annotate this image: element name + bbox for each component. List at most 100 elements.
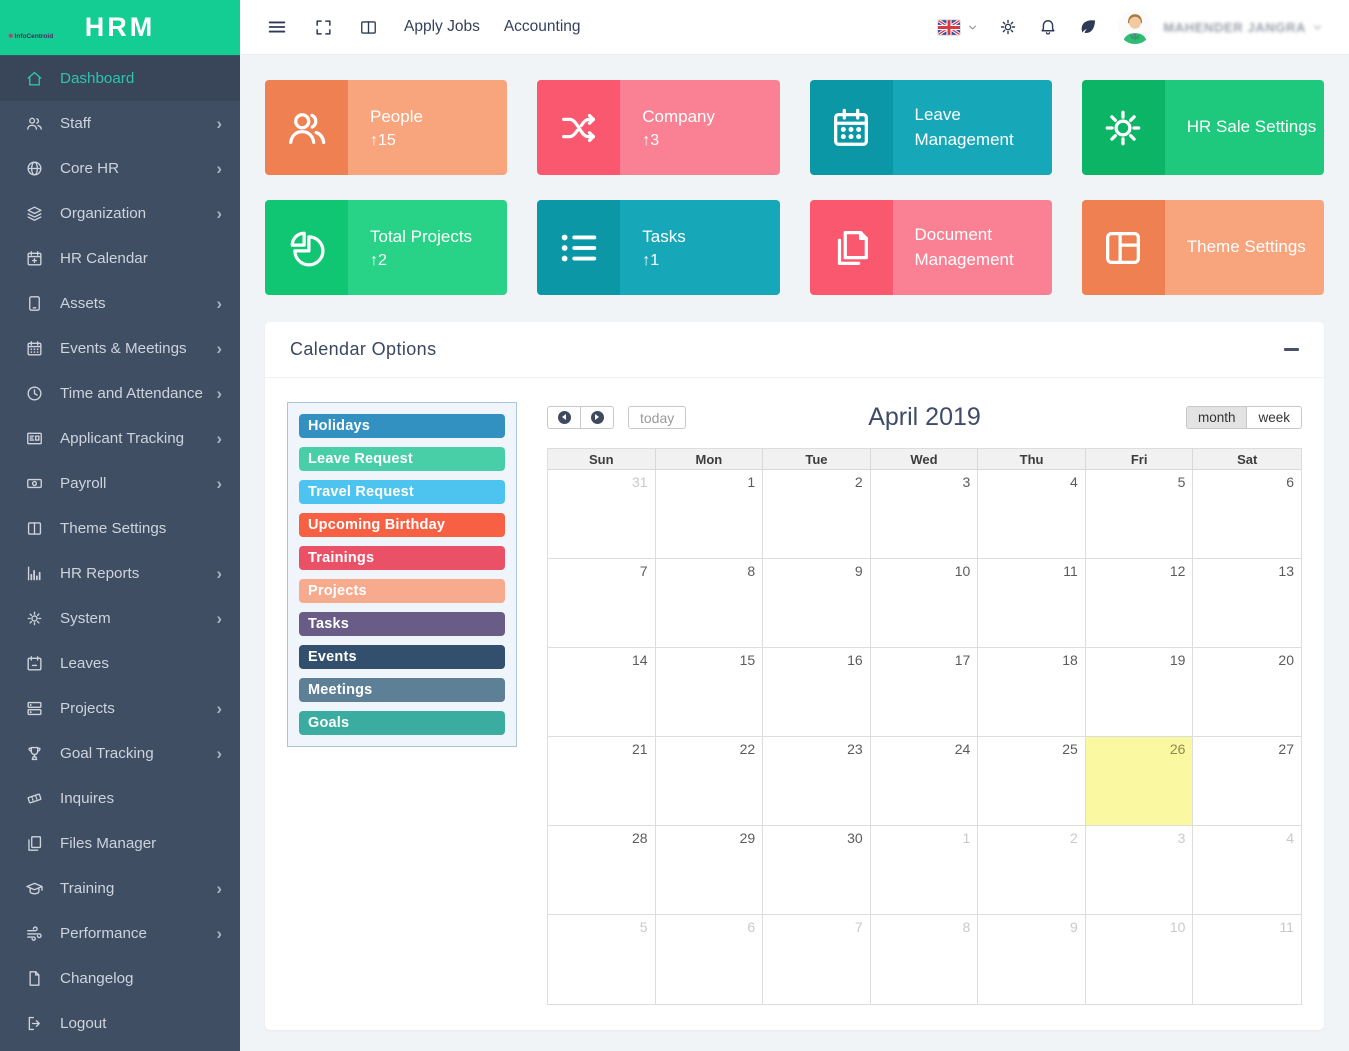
month-view-button[interactable]: month — [1185, 406, 1248, 429]
legend-tasks[interactable]: Tasks — [299, 612, 505, 636]
calendar-day-cell[interactable]: 7 — [548, 559, 656, 648]
nav-link-apply-jobs[interactable]: Apply Jobs — [404, 18, 480, 35]
legend-projects[interactable]: Projects — [299, 579, 505, 603]
card-document-management[interactable]: Document Management — [809, 200, 1052, 295]
sidebar-item-performance[interactable]: Performance › — [0, 911, 240, 956]
sidebar-item-training[interactable]: Training › — [0, 866, 240, 911]
card-people[interactable]: People ↑15 — [265, 80, 508, 175]
legend-holidays[interactable]: Holidays — [299, 414, 505, 438]
calendar-day-cell[interactable]: 5 — [1085, 470, 1194, 559]
user-menu[interactable]: MAHENDER JANGRA — [1163, 20, 1323, 35]
prev-month-button[interactable] — [547, 406, 581, 429]
calendar-day-cell[interactable]: 23 — [763, 737, 871, 826]
language-selector[interactable] — [937, 18, 978, 36]
sidebar-item-goal-tracking[interactable]: Goal Tracking › — [0, 731, 240, 776]
sidebar-item-events-meetings[interactable]: Events & Meetings › — [0, 326, 240, 371]
legend-leave-request[interactable]: Leave Request — [299, 447, 505, 471]
calendar-day-cell[interactable]: 1 — [870, 826, 979, 915]
calendar-day-cell[interactable]: 24 — [870, 737, 979, 826]
sidebar-item-projects[interactable]: Projects › — [0, 686, 240, 731]
week-view-button[interactable]: week — [1246, 406, 1302, 429]
legend-meetings[interactable]: Meetings — [299, 678, 505, 702]
calendar-day-cell[interactable]: 3 — [1085, 826, 1194, 915]
card-tasks[interactable]: Tasks ↑1 — [537, 200, 780, 295]
calendar-day-cell[interactable]: 13 — [1193, 559, 1301, 648]
calendar-day-cell[interactable]: 25 — [978, 737, 1086, 826]
calendar-day-cell[interactable]: 14 — [548, 648, 656, 737]
card-theme-settings[interactable]: Theme Settings — [1081, 200, 1324, 295]
card-hr-sale-settings[interactable]: HR Sale Settings — [1081, 80, 1324, 175]
calendar-day-cell[interactable]: 28 — [548, 826, 656, 915]
sidebar-item-leaves[interactable]: Leaves — [0, 641, 240, 686]
sidebar-item-logout[interactable]: Logout — [0, 1001, 240, 1046]
sidebar-item-time-and-attendance[interactable]: Time and Attendance › — [0, 371, 240, 416]
sidebar-item-staff[interactable]: Staff › — [0, 101, 240, 146]
bell-icon[interactable] — [1038, 17, 1058, 37]
nav-link-accounting[interactable]: Accounting — [503, 18, 581, 35]
today-button[interactable]: today — [628, 406, 687, 429]
calendar-day-cell[interactable]: 27 — [1193, 737, 1301, 826]
calendar-day-cell[interactable]: 5 — [548, 915, 656, 1004]
sidebar-item-applicant-tracking[interactable]: Applicant Tracking › — [0, 416, 240, 461]
brand-logo[interactable]: ✶InfoCentroid HRM — [0, 0, 240, 55]
calendar-day-cell[interactable]: 4 — [978, 470, 1086, 559]
sidebar-item-files-manager[interactable]: Files Manager — [0, 821, 240, 866]
calendar-day-cell[interactable]: 11 — [1193, 915, 1301, 1004]
sidebar-item-organization[interactable]: Organization › — [0, 191, 240, 236]
calendar-day-cell[interactable]: 17 — [870, 648, 979, 737]
hamburger-menu-icon[interactable] — [266, 16, 288, 38]
leaf-icon[interactable] — [1078, 17, 1098, 37]
sidebar-item-payroll[interactable]: Payroll › — [0, 461, 240, 506]
sidebar-item-inquires[interactable]: Inquires — [0, 776, 240, 821]
card-leave-management[interactable]: Leave Management — [809, 80, 1052, 175]
calendar-day-cell[interactable]: 15 — [655, 648, 764, 737]
legend-events[interactable]: Events — [299, 645, 505, 669]
sidebar-item-assets[interactable]: Assets › — [0, 281, 240, 326]
calendar-day-cell[interactable]: 11 — [978, 559, 1086, 648]
calendar-day-cell[interactable]: 21 — [548, 737, 656, 826]
sidebar-item-system[interactable]: System › — [0, 596, 240, 641]
calendar-day-cell[interactable]: 6 — [1193, 470, 1301, 559]
legend-upcoming-birthday[interactable]: Upcoming Birthday — [299, 513, 505, 537]
calendar-day-cell[interactable]: 16 — [763, 648, 871, 737]
calendar-day-cell[interactable]: 3 — [870, 470, 979, 559]
calendar-day-cell[interactable]: 6 — [655, 915, 764, 1004]
calendar-today-cell[interactable]: 26 — [1085, 737, 1194, 826]
calendar-day-cell[interactable]: 7 — [763, 915, 871, 1004]
calendar-day-cell[interactable]: 4 — [1193, 826, 1301, 915]
card-company[interactable]: Company ↑3 — [537, 80, 780, 175]
calendar-day-cell[interactable]: 30 — [763, 826, 871, 915]
sidebar-item-hr-reports[interactable]: HR Reports › — [0, 551, 240, 596]
calendar-day-cell[interactable]: 2 — [978, 826, 1086, 915]
sidebar-item-hr-calendar[interactable]: HR Calendar — [0, 236, 240, 281]
column-layout-icon[interactable] — [359, 18, 378, 37]
legend-trainings[interactable]: Trainings — [299, 546, 505, 570]
card-total-projects[interactable]: Total Projects ↑2 — [265, 200, 508, 295]
fullscreen-icon[interactable] — [314, 18, 333, 37]
calendar-day-cell[interactable]: 19 — [1085, 648, 1194, 737]
calendar-day-cell[interactable]: 8 — [655, 559, 764, 648]
calendar-day-cell[interactable]: 10 — [1085, 915, 1194, 1004]
calendar-day-cell[interactable]: 29 — [655, 826, 764, 915]
next-month-button[interactable] — [580, 406, 614, 429]
calendar-day-cell[interactable]: 8 — [870, 915, 979, 1004]
calendar-day-cell[interactable]: 9 — [978, 915, 1086, 1004]
calendar-day-cell[interactable]: 22 — [655, 737, 764, 826]
sidebar-item-dashboard[interactable]: Dashboard — [0, 56, 240, 101]
legend-travel-request[interactable]: Travel Request — [299, 480, 505, 504]
gear-icon[interactable] — [998, 17, 1018, 37]
user-avatar[interactable] — [1118, 10, 1153, 44]
calendar-day-cell[interactable]: 18 — [978, 648, 1086, 737]
legend-goals[interactable]: Goals — [299, 711, 505, 735]
calendar-day-cell[interactable]: 10 — [870, 559, 979, 648]
sidebar-item-theme-settings[interactable]: Theme Settings — [0, 506, 240, 551]
collapse-icon[interactable] — [1284, 348, 1299, 351]
sidebar-item-changelog[interactable]: Changelog — [0, 956, 240, 1001]
calendar-day-cell[interactable]: 12 — [1085, 559, 1194, 648]
calendar-day-cell[interactable]: 20 — [1193, 648, 1301, 737]
calendar-day-cell[interactable]: 2 — [763, 470, 871, 559]
calendar-day-cell[interactable]: 1 — [655, 470, 764, 559]
sidebar-item-core-hr[interactable]: Core HR › — [0, 146, 240, 191]
calendar-day-cell[interactable]: 31 — [548, 470, 656, 559]
calendar-day-cell[interactable]: 9 — [763, 559, 871, 648]
